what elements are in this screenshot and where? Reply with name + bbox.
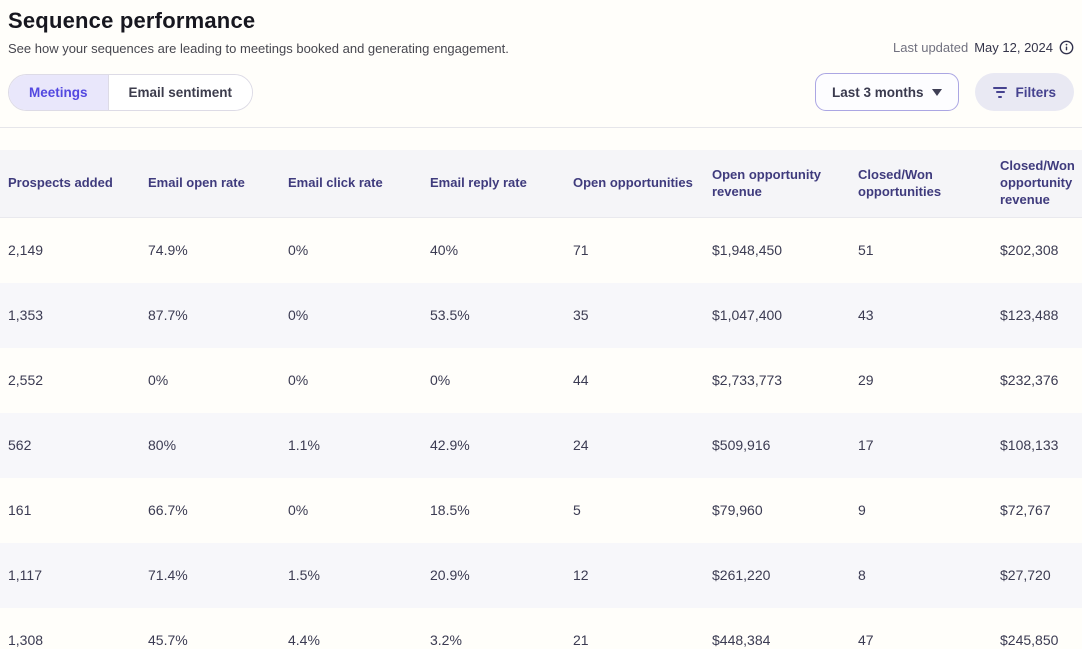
date-range-dropdown[interactable]: Last 3 months bbox=[814, 73, 960, 112]
table-row[interactable]: 2,552 0% 0% 0% 44 $2,733,773 29 $232,376 bbox=[0, 347, 1082, 413]
table-cell: 1.1% bbox=[288, 437, 320, 454]
table-row[interactable]: 1,308 45.7% 4.4% 3.2% 21 $448,384 47 $245,850 bbox=[0, 607, 1082, 649]
table-cell: 43 bbox=[858, 307, 874, 324]
column-header: Open opportunity revenue bbox=[704, 150, 850, 219]
table-cell: 0% bbox=[430, 372, 451, 389]
table-cell: 24 bbox=[573, 437, 589, 454]
table-cell: 0% bbox=[148, 372, 169, 389]
chevron-down-icon bbox=[932, 89, 943, 97]
filter-lines-icon bbox=[993, 86, 1008, 98]
table-cell: $2,733,773 bbox=[712, 372, 783, 389]
table-cell: 20.9% bbox=[430, 567, 470, 584]
table-cell: $232,376 bbox=[1000, 372, 1059, 389]
table-cell: 40% bbox=[430, 242, 459, 259]
column-header: Prospects added bbox=[0, 150, 140, 219]
table-row[interactable]: 1,353 87.7% 0% 53.5% 35 $1,047,400 43 $123,488 bbox=[0, 282, 1082, 348]
table-cell: $1,948,450 bbox=[712, 242, 783, 259]
table-cell: $123,488 bbox=[1000, 307, 1059, 324]
table-cell: 4.4% bbox=[288, 632, 320, 649]
table-header-row: Prospects added Email open rate Email clic… bbox=[0, 150, 1082, 219]
table-cell: 1,117 bbox=[8, 567, 42, 584]
table-cell: 2,552 bbox=[8, 372, 44, 389]
table-cell: 1.5% bbox=[288, 567, 320, 584]
table-cell: 42.9% bbox=[430, 437, 470, 454]
column-header: Email open rate bbox=[140, 150, 280, 219]
tab-meetings[interactable]: Meetings bbox=[9, 74, 108, 110]
table-cell: $27,720 bbox=[1000, 567, 1051, 584]
table-cell: 18.5% bbox=[430, 502, 470, 519]
table-row[interactable]: 2,149 74.9% 0% 40% 71 $1,948,450 51 $202,308 bbox=[0, 217, 1082, 283]
table-row[interactable]: 161 66.7% 0% 18.5% 5 $79,960 9 $72,767 bbox=[0, 477, 1082, 543]
table-header: Prospects added Email open rate Email clic… bbox=[0, 150, 1082, 219]
column-header: Email reply rate bbox=[422, 150, 565, 219]
table-cell: 12 bbox=[573, 567, 589, 584]
table-cell: 0% bbox=[288, 242, 309, 259]
table-cell: 0% bbox=[288, 502, 309, 519]
last-updated-label: Last updated bbox=[893, 40, 969, 56]
table-cell: $509,916 bbox=[712, 437, 771, 454]
filters-label: Filters bbox=[1015, 84, 1056, 100]
last-updated-date: May 12, 2024 bbox=[974, 40, 1053, 56]
table-cell: 29 bbox=[858, 372, 874, 389]
column-header: Open opportunities bbox=[565, 150, 704, 219]
page-subtitle: See how your sequences are leading to me… bbox=[8, 41, 509, 57]
table-cell: 3.2% bbox=[430, 632, 462, 649]
last-updated: Last updated May 12, 2024 bbox=[893, 40, 1074, 56]
table-cell: 74.9% bbox=[148, 242, 188, 259]
view-tabs: Meetings Email sentiment bbox=[8, 73, 254, 111]
table-cell: $261,220 bbox=[712, 567, 771, 584]
tab-email-sentiment[interactable]: Email sentiment bbox=[107, 74, 253, 110]
table-cell: 87.7% bbox=[148, 307, 188, 324]
table-cell: 0% bbox=[288, 307, 309, 324]
info-circle-icon[interactable] bbox=[1059, 40, 1074, 55]
table-row[interactable]: 562 80% 1.1% 42.9% 24 $509,916 17 $108,133 bbox=[0, 412, 1082, 478]
table-cell: $245,850 bbox=[1000, 632, 1059, 649]
table-cell: 161 bbox=[8, 502, 32, 519]
section-divider bbox=[0, 127, 1082, 129]
table-cell: 1,308 bbox=[8, 632, 44, 649]
table-cell: $1,047,400 bbox=[712, 307, 783, 324]
table-cell: $202,308 bbox=[1000, 242, 1059, 259]
filters-button[interactable]: Filters bbox=[975, 73, 1074, 112]
table-cell: $448,384 bbox=[712, 632, 771, 649]
table-cell: 5 bbox=[573, 502, 581, 519]
table-cell: 47 bbox=[858, 632, 874, 649]
table-cell: 35 bbox=[573, 307, 589, 324]
table-cell: $79,960 bbox=[712, 502, 763, 519]
table-cell: 44 bbox=[573, 372, 589, 389]
table-cell: 17 bbox=[858, 437, 874, 454]
table-cell: 9 bbox=[858, 502, 866, 519]
table-cell: 66.7% bbox=[148, 502, 188, 519]
date-range-label: Last 3 months bbox=[831, 84, 924, 100]
column-header: Closed/Won opportunities bbox=[850, 150, 992, 219]
column-header: Closed/Won opportunity revenue bbox=[992, 150, 1082, 219]
table-cell: 51 bbox=[858, 242, 874, 259]
column-header: Email click rate bbox=[280, 150, 422, 219]
page-title: Sequence performance bbox=[8, 8, 256, 33]
table-cell: 80% bbox=[148, 437, 177, 454]
table-cell: 71 bbox=[573, 242, 589, 259]
table-cell: $72,767 bbox=[1000, 502, 1051, 519]
table-cell: 45.7% bbox=[148, 632, 188, 649]
table-controls: Last 3 months Filters bbox=[814, 73, 1074, 112]
table-row[interactable]: 1,117 71.4% 1.5% 20.9% 12 $261,220 8 $27,720 bbox=[0, 542, 1082, 608]
table-cell: 562 bbox=[8, 437, 32, 454]
table-cell: 71.4% bbox=[148, 567, 188, 584]
table-cell: $108,133 bbox=[1000, 437, 1059, 454]
table-cell: 8 bbox=[858, 567, 866, 584]
table-body: 2,149 74.9% 0% 40% 71 $1,948,450 51 $202,308 1,3… bbox=[0, 217, 1082, 649]
table-cell: 21 bbox=[573, 632, 589, 649]
table-cell: 0% bbox=[288, 372, 309, 389]
table-cell: 2,149 bbox=[8, 242, 44, 259]
sequence-performance-table: Prospects added Email open rate Email clic… bbox=[0, 150, 1082, 649]
page-header: Sequence performance See how your sequen… bbox=[0, 0, 1082, 112]
table-cell: 1,353 bbox=[8, 307, 44, 324]
table-cell: 53.5% bbox=[430, 307, 470, 324]
